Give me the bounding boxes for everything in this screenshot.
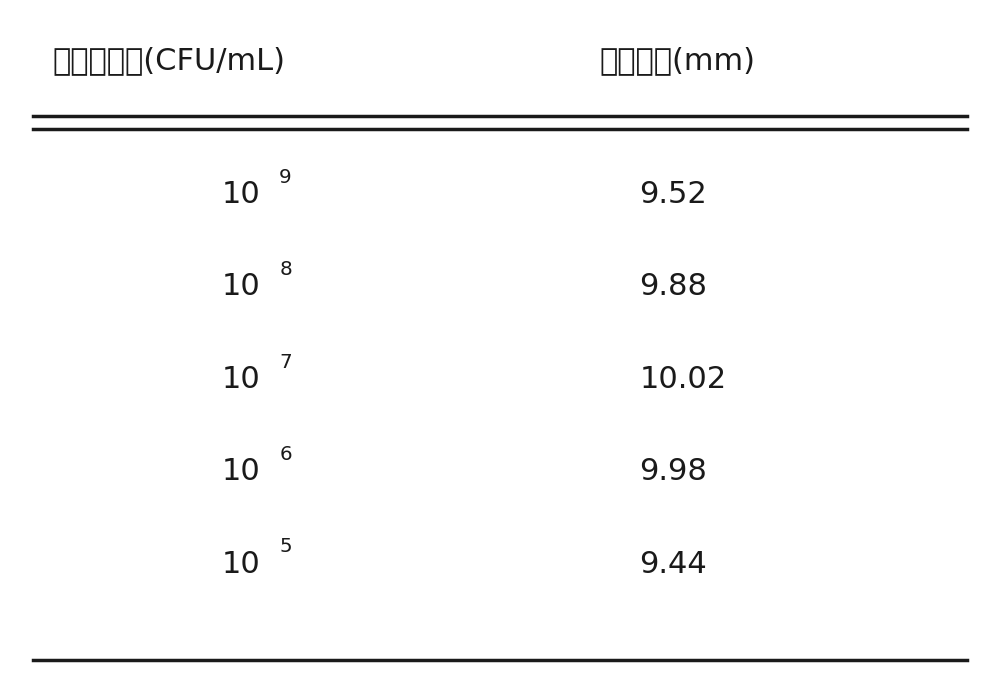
- Text: 9.88: 9.88: [639, 273, 707, 302]
- Text: 10: 10: [222, 180, 260, 209]
- Text: 9: 9: [279, 168, 292, 187]
- Text: 9.52: 9.52: [639, 180, 707, 209]
- Text: 9.98: 9.98: [639, 457, 707, 486]
- Text: 7: 7: [279, 353, 292, 372]
- Text: 10: 10: [222, 457, 260, 486]
- Text: 10.02: 10.02: [639, 365, 726, 394]
- Text: 发酵液浓度(CFU/mL): 发酵液浓度(CFU/mL): [53, 46, 286, 75]
- Text: 10: 10: [222, 365, 260, 394]
- Text: 10: 10: [222, 273, 260, 302]
- Text: 5: 5: [279, 538, 292, 556]
- Text: 6: 6: [279, 445, 292, 464]
- Text: 10: 10: [222, 549, 260, 578]
- Text: 9.44: 9.44: [639, 549, 707, 578]
- Text: 8: 8: [279, 260, 292, 279]
- Text: 抑菌直径(mm): 抑菌直径(mm): [599, 46, 755, 75]
